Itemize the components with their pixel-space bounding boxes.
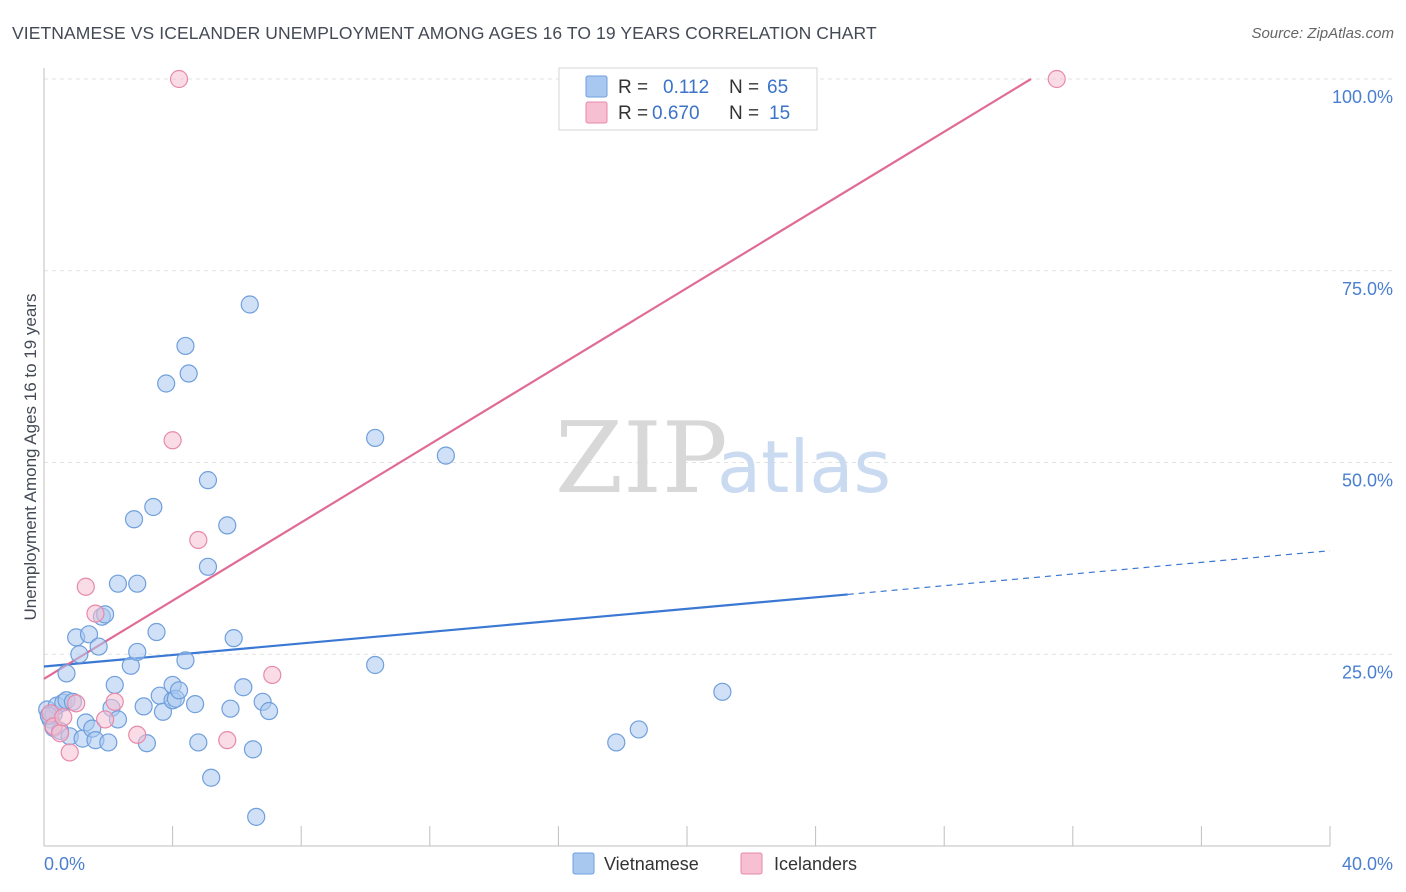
vietnamese-point-58	[366, 428, 385, 448]
bottom-legend-label-icelanders: Icelanders	[774, 854, 857, 874]
legend-r-label-icelanders: R =	[618, 103, 648, 124]
y-tick-labels: 25.0% 50.0% 75.0% 100.0%	[1332, 87, 1393, 682]
vietnamese-point-48	[202, 768, 221, 787]
icelanders-point-16	[1047, 69, 1066, 89]
legend-r-label-vietnamese: R =	[618, 77, 648, 98]
icelanders-point-13	[189, 530, 208, 550]
legend-box: R = 0.112 N = 65 R = 0.670 N = 15	[558, 67, 818, 131]
vietnamese-point-63	[713, 682, 732, 701]
bottom-legend: Vietnamese Icelanders	[572, 852, 857, 875]
bottom-legend-swatch-icelanders	[740, 852, 763, 875]
trend-line-icelanders	[43, 78, 1032, 680]
watermark: ZIP atlas	[555, 402, 891, 516]
vietnamese-point-42	[176, 651, 195, 670]
legend-r-value-vietnamese: 0.112	[663, 77, 709, 98]
icelanders-point-14	[218, 731, 237, 750]
y-tick-label-100: 100.0%	[1332, 87, 1393, 107]
vietnamese-point-49	[218, 516, 237, 535]
vietnamese-point-44	[186, 695, 205, 714]
vietnamese-point-36	[157, 374, 176, 393]
vietnamese-point-55	[247, 807, 266, 826]
watermark-zip: ZIP	[555, 402, 728, 516]
x-ticks	[43, 826, 1331, 846]
legend-n-label-vietnamese: N =	[729, 77, 759, 98]
icelanders-point-12	[169, 69, 189, 89]
vietnamese-point-31	[144, 497, 163, 517]
vietnamese-point-28	[128, 642, 147, 662]
legend-r-value-icelanders: 0.670	[652, 103, 700, 124]
vietnamese-point-62	[629, 720, 648, 739]
vietnamese-point-12	[70, 645, 89, 664]
legend-swatch-icelanders	[585, 101, 608, 124]
grid	[44, 78, 1393, 655]
vietnamese-point-40	[169, 681, 189, 700]
y-tick-label-75: 75.0%	[1342, 279, 1393, 299]
vietnamese-point-60	[436, 446, 455, 465]
vietnamese-point-51	[224, 629, 243, 648]
vietnamese-point-61	[607, 733, 626, 752]
vietnamese-point-47	[198, 471, 218, 490]
vietnamese-point-43	[179, 364, 198, 383]
legend-swatch-vietnamese	[585, 75, 608, 98]
series-vietnamese-points	[38, 295, 732, 826]
x-tick-label-min: 0.0%	[44, 854, 85, 874]
vietnamese-point-25	[108, 574, 128, 593]
y-tick-label-50: 50.0%	[1342, 471, 1393, 491]
vietnamese-point-35	[124, 510, 144, 529]
y-tick-label-25: 25.0%	[1342, 662, 1393, 682]
icelanders-point-15	[263, 665, 282, 685]
icelanders-point-2	[50, 724, 70, 743]
vietnamese-point-50	[221, 699, 240, 718]
vietnamese-point-54	[243, 740, 263, 759]
watermark-atlas: atlas	[717, 425, 891, 509]
icelanders-point-11	[163, 431, 182, 450]
icelanders-point-5	[67, 694, 86, 713]
chart-title: VIETNAMESE VS ICELANDER UNEMPLOYMENT AMO…	[12, 23, 877, 43]
vietnamese-point-41	[176, 336, 195, 356]
vietnamese-point-23	[105, 675, 124, 695]
trend-line-vietnamese	[43, 593, 848, 668]
vietnamese-point-8	[57, 664, 76, 683]
series-icelanders-points	[41, 69, 1066, 762]
icelanders-point-7	[86, 604, 105, 623]
vietnamese-point-45	[189, 733, 208, 752]
x-tick-label-max: 40.0%	[1342, 854, 1393, 874]
vietnamese-point-29	[134, 697, 153, 716]
icelanders-point-6	[76, 577, 95, 596]
vietnamese-point-52	[234, 678, 253, 697]
vietnamese-point-15	[79, 625, 99, 644]
legend-n-value-vietnamese: 65	[767, 77, 788, 98]
trend-lines	[43, 78, 1331, 680]
vietnamese-point-21	[99, 733, 118, 752]
y-axis-title: Unemployment Among Ages 16 to 19 years	[21, 294, 40, 621]
source-label: Source: ZipAtlas.com	[1251, 25, 1394, 42]
icelanders-point-4	[60, 743, 79, 762]
bottom-legend-swatch-vietnamese	[572, 852, 595, 875]
vietnamese-point-53	[240, 295, 259, 314]
icelanders-point-8	[95, 710, 115, 729]
vietnamese-point-27	[128, 574, 147, 593]
vietnamese-point-57	[259, 701, 279, 721]
bottom-legend-label-vietnamese: Vietnamese	[604, 854, 699, 874]
legend-n-label-icelanders: N =	[729, 103, 759, 124]
vietnamese-point-59	[366, 655, 385, 675]
icelanders-point-9	[105, 692, 124, 711]
vietnamese-point-18	[89, 637, 108, 656]
vietnamese-point-46	[198, 557, 218, 576]
vietnamese-point-32	[147, 622, 166, 642]
icelanders-point-10	[128, 725, 147, 744]
icelanders-point-3	[54, 708, 73, 727]
trend-line-vietnamese-extension	[847, 550, 1331, 596]
legend-n-value-icelanders: 15	[769, 103, 790, 124]
